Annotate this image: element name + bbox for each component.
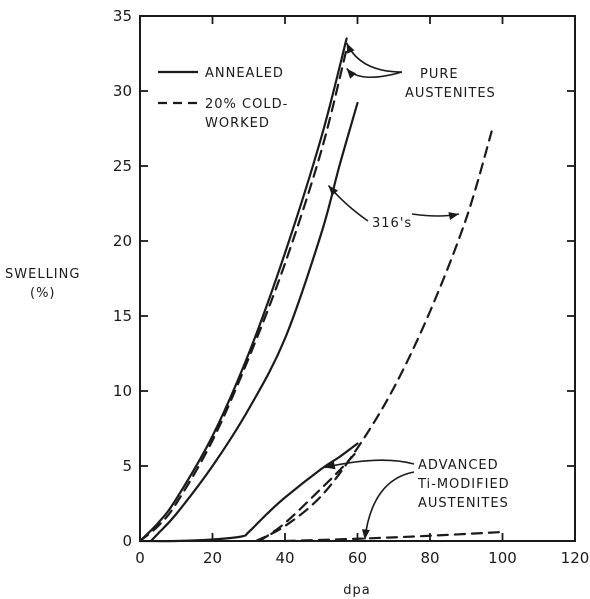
x-tick-label: 40: [275, 549, 294, 567]
y-tick-label: 0: [122, 532, 132, 550]
series-line-316-dashed-3: [254, 130, 493, 543]
x-axis-title: dpa: [343, 583, 370, 598]
pointer-ti-bottom: [363, 471, 415, 540]
x-tick-label: 80: [420, 549, 439, 567]
series-line-pure-solid-0: [138, 37, 348, 543]
annotation-ti-line1: ADVANCED: [418, 458, 499, 473]
y-axis-title-line2: (%): [30, 286, 56, 301]
y-tick-label: 10: [113, 382, 132, 400]
axis-ticks: [139, 15, 576, 542]
annotation-316s: 316's: [372, 216, 412, 231]
x-tick-label: 60: [348, 549, 367, 567]
y-tick-label: 30: [113, 82, 132, 100]
x-tick-label: 20: [203, 549, 222, 567]
pointer-316-right-arrowhead: [448, 212, 459, 220]
pointer-ti-bottom-arrowhead: [361, 529, 370, 540]
pointer-316-left-arrowhead: [328, 185, 339, 196]
series-line-ti-dashed-6: [283, 530, 504, 543]
y-axis-title-line1: SWELLING: [5, 267, 80, 282]
x-tick-label: 120: [561, 549, 590, 567]
y-tick-label: 25: [113, 157, 132, 175]
pointer-ti-left-arrowhead: [324, 461, 336, 470]
series-layer: [138, 37, 504, 543]
y-tick-label: 5: [122, 457, 132, 475]
x-tick-label: 100: [488, 549, 517, 567]
legend: ANNEALED 20% COLD- WORKED: [158, 66, 288, 131]
pointer-pure-upper-arrowhead: [346, 43, 355, 54]
x-tick-label: 0: [135, 549, 145, 567]
legend-label-cold-worked-1: 20% COLD-: [205, 97, 288, 112]
annotation-ti-line3: AUSTENITES: [418, 496, 509, 511]
legend-label-annealed: ANNEALED: [205, 66, 284, 81]
series-line-pure-dashed-1: [138, 47, 348, 543]
tick-labels: 0 20 40 60 80 100 120 0 5 10 15 20 25 30 35: [113, 7, 589, 567]
y-tick-label: 15: [113, 307, 132, 325]
annotation-ti-line2: Ti-MODIFIED: [417, 477, 510, 492]
y-tick-label: 20: [113, 232, 132, 250]
annotation-pointers: [324, 42, 460, 540]
annotation-pure-line1: PURE: [420, 67, 459, 82]
y-tick-label: 35: [113, 7, 132, 25]
pointer-ti-left: [324, 459, 415, 469]
series-line-ti-dashed-5: [258, 449, 359, 543]
series-line-316-solid-2: [149, 101, 359, 543]
annotation-pure-line2: AUSTENITES: [405, 86, 496, 101]
series-line-ti-solid-4: [138, 442, 359, 543]
pointer-pure-lower-arrowhead: [346, 68, 357, 79]
legend-label-cold-worked-2: WORKED: [205, 116, 270, 131]
